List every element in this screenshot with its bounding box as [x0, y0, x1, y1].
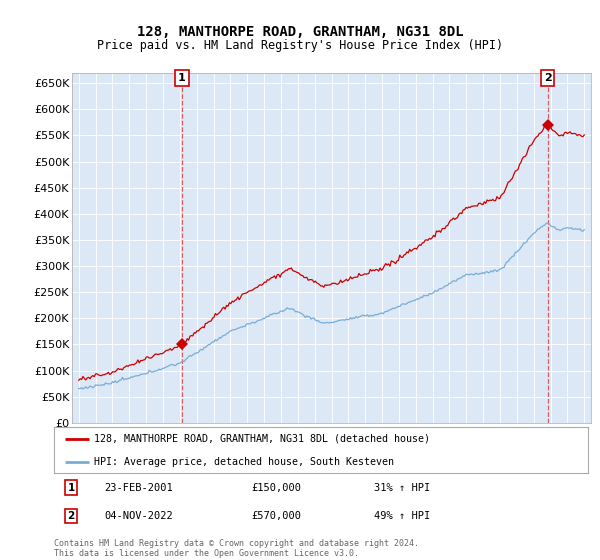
Text: Contains HM Land Registry data © Crown copyright and database right 2024.
This d: Contains HM Land Registry data © Crown c…	[54, 539, 419, 558]
Text: Price paid vs. HM Land Registry's House Price Index (HPI): Price paid vs. HM Land Registry's House …	[97, 39, 503, 52]
Text: 1: 1	[67, 483, 74, 493]
Text: £150,000: £150,000	[251, 483, 302, 493]
Text: 2: 2	[544, 73, 551, 83]
Text: 1: 1	[178, 73, 186, 83]
Text: 23-FEB-2001: 23-FEB-2001	[105, 483, 173, 493]
Text: 2: 2	[67, 511, 74, 521]
Text: £570,000: £570,000	[251, 511, 302, 521]
Text: HPI: Average price, detached house, South Kesteven: HPI: Average price, detached house, Sout…	[94, 457, 394, 466]
Text: 49% ↑ HPI: 49% ↑ HPI	[374, 511, 431, 521]
Text: 04-NOV-2022: 04-NOV-2022	[105, 511, 173, 521]
Text: 128, MANTHORPE ROAD, GRANTHAM, NG31 8DL (detached house): 128, MANTHORPE ROAD, GRANTHAM, NG31 8DL …	[94, 434, 430, 444]
Text: 128, MANTHORPE ROAD, GRANTHAM, NG31 8DL: 128, MANTHORPE ROAD, GRANTHAM, NG31 8DL	[137, 25, 463, 39]
Text: 31% ↑ HPI: 31% ↑ HPI	[374, 483, 431, 493]
